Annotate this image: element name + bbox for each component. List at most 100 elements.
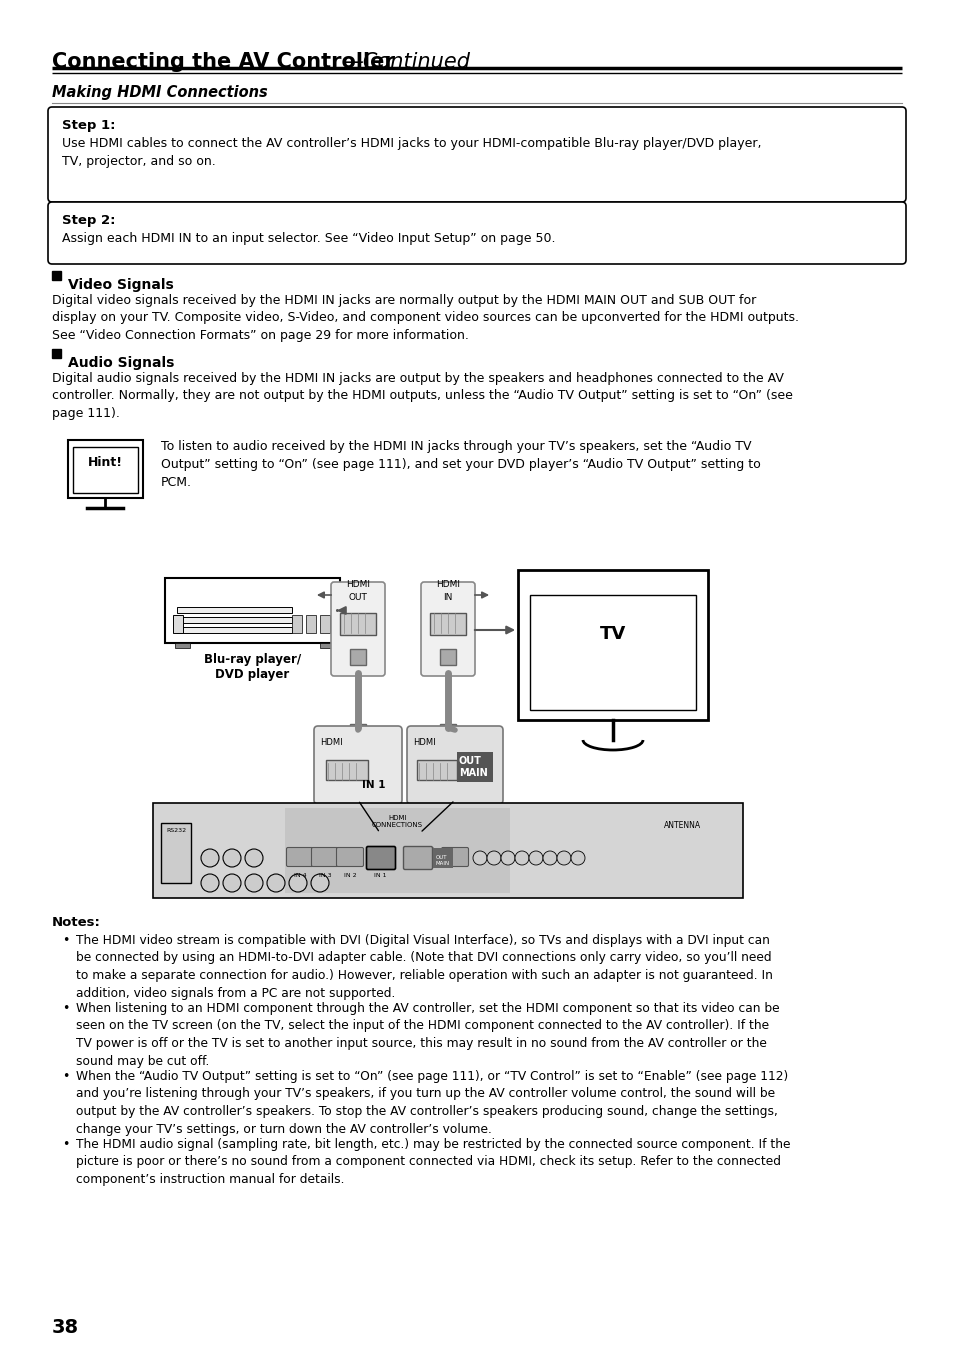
- Text: Hint!: Hint!: [88, 456, 123, 469]
- Circle shape: [223, 849, 241, 867]
- Bar: [437, 741, 457, 749]
- Circle shape: [557, 851, 571, 865]
- Text: When listening to an HDMI component through the AV controller, set the HDMI comp: When listening to an HDMI component thro…: [76, 1002, 779, 1068]
- Bar: [326, 760, 368, 780]
- Circle shape: [245, 874, 263, 892]
- Circle shape: [571, 851, 584, 865]
- Text: Digital audio signals received by the HDMI IN jacks are output by the speakers a: Digital audio signals received by the HD…: [52, 372, 792, 421]
- Bar: [285, 807, 510, 892]
- Text: TV: TV: [599, 625, 625, 643]
- Circle shape: [529, 851, 542, 865]
- Text: IN 1: IN 1: [374, 874, 386, 878]
- Bar: [439, 648, 456, 665]
- Bar: [52, 271, 61, 280]
- Text: IN 4: IN 4: [294, 874, 306, 878]
- Text: •: •: [62, 934, 70, 948]
- Text: Notes:: Notes:: [52, 917, 101, 929]
- Text: IN 2: IN 2: [343, 874, 355, 878]
- Text: —Continued: —Continued: [341, 53, 470, 71]
- Circle shape: [223, 874, 241, 892]
- FancyBboxPatch shape: [407, 727, 502, 803]
- FancyBboxPatch shape: [441, 848, 468, 867]
- FancyBboxPatch shape: [314, 727, 401, 803]
- Text: HDMI: HDMI: [413, 737, 436, 747]
- Text: Use HDMI cables to connect the AV controller’s HDMI jacks to your HDMI-compatibl: Use HDMI cables to connect the AV contro…: [62, 137, 760, 168]
- Bar: [319, 615, 330, 634]
- Bar: [177, 617, 292, 623]
- Text: HDMI
CONNECTIONS: HDMI CONNECTIONS: [372, 816, 422, 828]
- Text: Step 1:: Step 1:: [62, 119, 115, 132]
- Circle shape: [201, 849, 219, 867]
- Bar: [530, 594, 696, 710]
- Text: HDMI: HDMI: [436, 580, 459, 589]
- Circle shape: [289, 874, 307, 892]
- Bar: [306, 615, 315, 634]
- FancyBboxPatch shape: [286, 848, 314, 867]
- Text: HDMI: HDMI: [346, 580, 370, 589]
- Circle shape: [201, 874, 219, 892]
- Text: OUT: OUT: [348, 593, 367, 603]
- Circle shape: [473, 851, 486, 865]
- Text: Blu-ray player/: Blu-ray player/: [204, 652, 301, 666]
- Bar: [73, 448, 138, 493]
- Bar: [433, 848, 453, 868]
- Bar: [517, 570, 707, 720]
- Text: IN 3: IN 3: [318, 874, 331, 878]
- Text: •: •: [62, 1002, 70, 1015]
- Circle shape: [267, 874, 285, 892]
- Bar: [456, 752, 493, 782]
- Text: Step 2:: Step 2:: [62, 214, 115, 226]
- Bar: [161, 824, 191, 883]
- FancyBboxPatch shape: [336, 848, 363, 867]
- Bar: [350, 648, 366, 665]
- Text: •: •: [62, 1070, 70, 1082]
- Bar: [177, 607, 292, 613]
- Text: RS232: RS232: [166, 828, 186, 833]
- Circle shape: [245, 849, 263, 867]
- Text: IN 1: IN 1: [361, 780, 385, 790]
- Circle shape: [500, 851, 515, 865]
- Text: Digital video signals received by the HDMI IN jacks are normally output by the H: Digital video signals received by the HD…: [52, 294, 799, 342]
- FancyBboxPatch shape: [366, 847, 395, 869]
- Bar: [416, 760, 456, 780]
- Text: HDMI: HDMI: [319, 737, 342, 747]
- FancyBboxPatch shape: [366, 848, 393, 867]
- Text: The HDMI audio signal (sampling rate, bit length, etc.) may be restricted by the: The HDMI audio signal (sampling rate, bi…: [76, 1138, 790, 1186]
- Text: Audio Signals: Audio Signals: [68, 356, 174, 369]
- Bar: [152, 803, 742, 898]
- Text: ANTENNA: ANTENNA: [663, 821, 700, 830]
- Circle shape: [515, 851, 529, 865]
- Bar: [172, 615, 183, 634]
- Text: OUT
MAIN: OUT MAIN: [436, 855, 450, 865]
- Text: Connecting the AV Controller: Connecting the AV Controller: [52, 53, 395, 71]
- Text: DVD player: DVD player: [215, 669, 290, 681]
- Text: To listen to audio received by the HDMI IN jacks through your TV’s speakers, set: To listen to audio received by the HDMI …: [161, 439, 760, 489]
- Text: When the “Audio TV Output” setting is set to “On” (see page 111), or “TV Control: When the “Audio TV Output” setting is se…: [76, 1070, 787, 1135]
- Bar: [348, 741, 368, 749]
- Bar: [292, 615, 302, 634]
- Bar: [52, 349, 61, 359]
- Bar: [319, 643, 335, 648]
- Circle shape: [486, 851, 500, 865]
- FancyBboxPatch shape: [420, 582, 475, 675]
- Text: OUT
MAIN: OUT MAIN: [458, 756, 487, 778]
- Text: Assign each HDMI IN to an input selector. See “Video Input Setup” on page 50.: Assign each HDMI IN to an input selector…: [62, 232, 555, 245]
- Text: IN: IN: [443, 593, 453, 603]
- Bar: [174, 643, 190, 648]
- Text: Video Signals: Video Signals: [68, 278, 173, 293]
- Bar: [439, 724, 456, 736]
- Circle shape: [542, 851, 557, 865]
- Text: Making HDMI Connections: Making HDMI Connections: [52, 85, 268, 100]
- FancyBboxPatch shape: [406, 848, 433, 867]
- Bar: [177, 627, 292, 634]
- Text: 38: 38: [52, 1318, 79, 1337]
- FancyBboxPatch shape: [331, 582, 385, 675]
- FancyBboxPatch shape: [48, 202, 905, 264]
- Bar: [430, 613, 465, 635]
- Bar: [339, 613, 375, 635]
- Bar: [68, 439, 143, 497]
- Bar: [350, 724, 366, 736]
- Text: The HDMI video stream is compatible with DVI (Digital Visual Interface), so TVs : The HDMI video stream is compatible with…: [76, 934, 772, 999]
- FancyBboxPatch shape: [48, 106, 905, 202]
- Bar: [165, 578, 339, 643]
